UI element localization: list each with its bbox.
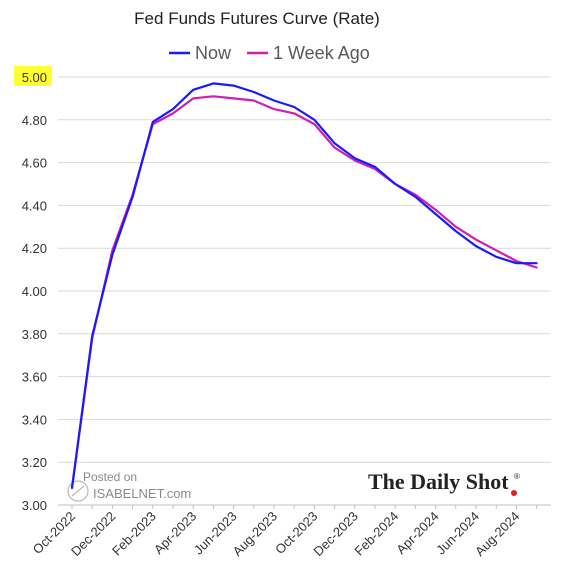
legend: Now 1 Week Ago xyxy=(169,43,370,63)
brand-name: The Daily Shot xyxy=(368,469,509,494)
chart-title: Fed Funds Futures Curve (Rate) xyxy=(134,9,380,28)
y-tick-label: 4.60 xyxy=(22,156,47,171)
y-tick-label: 5.00 xyxy=(22,70,47,85)
watermark: Posted on ISABELNET.com xyxy=(67,470,191,502)
y-tick-label: 3.00 xyxy=(22,498,47,513)
y-tick-label: 4.00 xyxy=(22,284,47,299)
y-axis-ticks: 3.00 3.20 3.40 3.60 3.80 4.00 4.20 4.40 4.60 4.80… xyxy=(14,66,52,513)
series-lines xyxy=(70,82,538,489)
y-tick-label: 4.20 xyxy=(22,241,47,256)
brand-dot xyxy=(511,490,517,496)
series-line-now xyxy=(70,82,538,489)
y-tick-label: 3.60 xyxy=(22,370,47,385)
y-tick-label: 3.20 xyxy=(22,455,47,470)
y-tick-label: 3.80 xyxy=(22,327,47,342)
legend-label-1-week-ago: 1 Week Ago xyxy=(273,43,370,63)
y-tick-label: 3.40 xyxy=(22,412,47,427)
gridlines xyxy=(58,76,551,506)
legend-label-now: Now xyxy=(195,43,232,63)
watermark-posted-on: Posted on xyxy=(83,470,137,484)
watermark-logo-stroke xyxy=(71,485,85,497)
y-tick-label: 4.40 xyxy=(22,198,47,213)
brand-registered-mark: ® xyxy=(514,472,520,481)
watermark-site: ISABELNET.com xyxy=(93,486,191,501)
watermark-logo-icon xyxy=(67,480,89,502)
brand-logo: The Daily Shot ® xyxy=(368,469,520,496)
y-tick-label: 4.80 xyxy=(22,113,47,128)
highlight-tick-background xyxy=(14,66,52,86)
